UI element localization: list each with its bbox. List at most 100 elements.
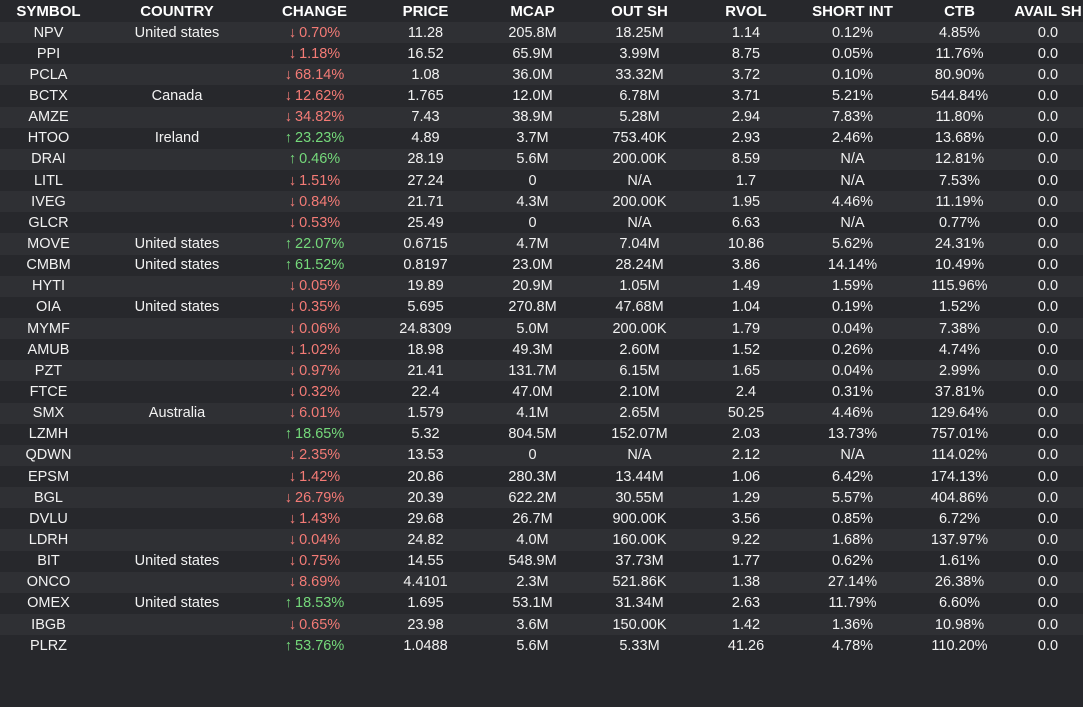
cell-avail-sh: 0.0 — [1013, 444, 1083, 466]
cell-change: ↑ 22.07% — [257, 233, 372, 255]
cell-change: ↑ 18.65% — [257, 423, 372, 445]
table-row[interactable]: DVLU ↓ 1.43% 29.68 26.7M 900.00K 3.56 0.85% 6.72… — [0, 508, 1083, 530]
cell-short-int: 0.19% — [799, 296, 906, 318]
cell-ctb: 4.85% — [906, 22, 1013, 44]
cell-avail-sh: 0.0 — [1013, 275, 1083, 297]
column-header-price[interactable]: PRICE — [372, 0, 479, 22]
cell-mcap: 5.0M — [479, 317, 586, 340]
table-row[interactable]: LDRH ↓ 0.04% 24.82 4.0M 160.00K 9.22 1.68% 137.9… — [0, 529, 1083, 551]
cell-rvol: 1.52 — [693, 339, 799, 361]
table-row[interactable]: BCTX Canada ↓ 12.62% 1.765 12.0M 6.78M 3.71 5.21… — [0, 85, 1083, 107]
arrow-up-icon: ↑ — [288, 151, 297, 168]
table-row[interactable]: PZT ↓ 0.97% 21.41 131.7M 6.15M 1.65 0.04% 2.99% 0… — [0, 360, 1083, 382]
cell-symbol: LZMH — [0, 423, 97, 445]
table-row[interactable]: LZMH ↑ 18.65% 5.32 804.5M 152.07M 2.03 13.73% 75… — [0, 423, 1083, 445]
table-row[interactable]: PLRZ ↑ 53.76% 1.0488 5.6M 5.33M 41.26 4.78% 110.… — [0, 635, 1083, 657]
table-row[interactable]: NPV United states ↓ 0.70% 11.28 205.8M 18.25M 1… — [0, 22, 1083, 44]
arrow-down-icon: ↓ — [288, 468, 297, 485]
cell-avail-sh: 0.0 — [1013, 317, 1083, 340]
table-row[interactable]: OIA United states ↓ 0.35% 5.695 270.8M 47.68M 1… — [0, 296, 1083, 318]
cell-avail-sh: 0.0 — [1013, 360, 1083, 382]
cell-short-int: 2.46% — [799, 127, 906, 149]
table-row[interactable]: DRAI ↑ 0.46% 28.19 5.6M 200.00K 8.59 N/A 12.81% 0… — [0, 148, 1083, 170]
cell-mcap: 270.8M — [479, 296, 586, 318]
cell-rvol: 8.59 — [693, 148, 799, 170]
cell-country: United states — [97, 254, 257, 276]
change-value: 6.01% — [299, 405, 341, 422]
cell-mcap: 3.7M — [479, 127, 586, 149]
cell-country — [97, 423, 257, 445]
cell-short-int: 1.59% — [799, 275, 906, 297]
cell-ctb: 80.90% — [906, 64, 1013, 86]
cell-symbol: BIT — [0, 550, 97, 572]
cell-rvol: 3.71 — [693, 85, 799, 107]
cell-rvol: 9.22 — [693, 529, 799, 551]
table-row[interactable]: OMEX United states ↑ 18.53% 1.695 53.1M 31.34M… — [0, 592, 1083, 614]
change-value: 61.52% — [295, 257, 345, 274]
cell-avail-sh: 0.0 — [1013, 465, 1083, 488]
table-row[interactable]: ONCO ↓ 8.69% 4.4101 2.3M 521.86K 1.38 27.14% 26.… — [0, 571, 1083, 593]
table-row[interactable]: IBGB ↓ 0.65% 23.98 3.6M 150.00K 1.42 1.36% 10.98… — [0, 613, 1083, 636]
cell-symbol: HYTI — [0, 275, 97, 297]
cell-out-sh: 7.04M — [586, 233, 693, 255]
table-row[interactable]: PCLA ↓ 68.14% 1.08 36.0M 33.32M 3.72 0.10% 80.90… — [0, 64, 1083, 86]
cell-rvol: 1.7 — [693, 169, 799, 192]
cell-ctb: 6.72% — [906, 508, 1013, 530]
cell-price: 28.19 — [372, 148, 479, 170]
table-row[interactable]: GLCR ↓ 0.53% 25.49 0 N/A 6.63 N/A 0.77% 0.0 — [0, 212, 1083, 234]
table-row[interactable]: PPI ↓ 1.18% 16.52 65.9M 3.99M 8.75 0.05% 11.76% 0… — [0, 43, 1083, 65]
table-row[interactable]: SMX Australia ↓ 6.01% 1.579 4.1M 2.65M 50.25 4.4… — [0, 402, 1083, 424]
column-header-short-int[interactable]: SHORT INT — [799, 0, 906, 22]
table-row[interactable]: BGL ↓ 26.79% 20.39 622.2M 30.55M 1.29 5.57% 404.… — [0, 487, 1083, 509]
cell-country — [97, 43, 257, 65]
table-row[interactable]: AMUB ↓ 1.02% 18.98 49.3M 2.60M 1.52 0.26% 4.74% 0… — [0, 339, 1083, 361]
cell-country: Canada — [97, 85, 257, 107]
column-header-out-sh[interactable]: OUT SH — [586, 0, 693, 22]
table-row[interactable]: AMZE ↓ 34.82% 7.43 38.9M 5.28M 2.94 7.83% 11.80%… — [0, 106, 1083, 128]
cell-mcap: 36.0M — [479, 64, 586, 86]
cell-price: 22.4 — [372, 381, 479, 403]
cell-rvol: 10.86 — [693, 233, 799, 255]
cell-country — [97, 444, 257, 466]
table-row[interactable]: HYTI ↓ 0.05% 19.89 20.9M 1.05M 1.49 1.59% 115.96… — [0, 275, 1083, 297]
cell-out-sh: 18.25M — [586, 22, 693, 44]
table-row[interactable]: MYMF ↓ 0.06% 24.8309 5.0M 200.00K 1.79 0.04% 7.3… — [0, 317, 1083, 340]
cell-avail-sh: 0.0 — [1013, 233, 1083, 255]
cell-change: ↓ 1.51% — [257, 169, 372, 192]
arrow-down-icon: ↓ — [284, 489, 293, 506]
table-row[interactable]: LITL ↓ 1.51% 27.24 0 N/A 1.7 N/A 7.53% 0.0 — [0, 169, 1083, 192]
cell-change: ↑ 18.53% — [257, 592, 372, 614]
cell-symbol: PZT — [0, 360, 97, 382]
cell-avail-sh: 0.0 — [1013, 508, 1083, 530]
cell-change: ↓ 12.62% — [257, 85, 372, 107]
arrow-up-icon: ↑ — [284, 595, 293, 612]
column-header-avail-sh[interactable]: AVAIL SH — [1013, 0, 1083, 22]
cell-out-sh: 31.34M — [586, 592, 693, 614]
cell-country: United states — [97, 296, 257, 318]
change-value: 0.32% — [299, 383, 341, 400]
column-header-symbol[interactable]: SYMBOL — [0, 0, 97, 22]
cell-mcap: 0 — [479, 444, 586, 466]
column-header-ctb[interactable]: CTB — [906, 0, 1013, 22]
table-row[interactable]: EPSM ↓ 1.42% 20.86 280.3M 13.44M 1.06 6.42% 174.… — [0, 465, 1083, 488]
column-header-change[interactable]: CHANGE — [257, 0, 372, 22]
table-row[interactable]: BIT United states ↓ 0.75% 14.55 548.9M 37.73M 1… — [0, 550, 1083, 572]
cell-price: 13.53 — [372, 444, 479, 466]
column-header-country[interactable]: COUNTRY — [97, 0, 257, 22]
table-row[interactable]: FTCE ↓ 0.32% 22.4 47.0M 2.10M 2.4 0.31% 37.81% 0.… — [0, 381, 1083, 403]
table-row[interactable]: QDWN ↓ 2.35% 13.53 0 N/A 2.12 N/A 114.02% 0.0 — [0, 444, 1083, 466]
table-row[interactable]: HTOO Ireland ↑ 23.23% 4.89 3.7M 753.40K 2.93 2.4… — [0, 127, 1083, 149]
cell-symbol: LITL — [0, 169, 97, 192]
cell-symbol: OMEX — [0, 592, 97, 614]
change-value: 22.07% — [295, 235, 345, 252]
cell-out-sh: 900.00K — [586, 508, 693, 530]
column-header-mcap[interactable]: MCAP — [479, 0, 586, 22]
table-row[interactable]: MOVE United states ↑ 22.07% 0.6715 4.7M 7.04M 1… — [0, 233, 1083, 255]
table-row[interactable]: IVEG ↓ 0.84% 21.71 4.3M 200.00K 1.95 4.46% 11.19… — [0, 191, 1083, 213]
cell-out-sh: 5.28M — [586, 106, 693, 128]
table-row[interactable]: CMBM United states ↑ 61.52% 0.8197 23.0M 28.24… — [0, 254, 1083, 276]
cell-change: ↓ 0.04% — [257, 529, 372, 551]
cell-mcap: 3.6M — [479, 613, 586, 636]
column-header-rvol[interactable]: RVOL — [693, 0, 799, 22]
cell-price: 5.32 — [372, 423, 479, 445]
